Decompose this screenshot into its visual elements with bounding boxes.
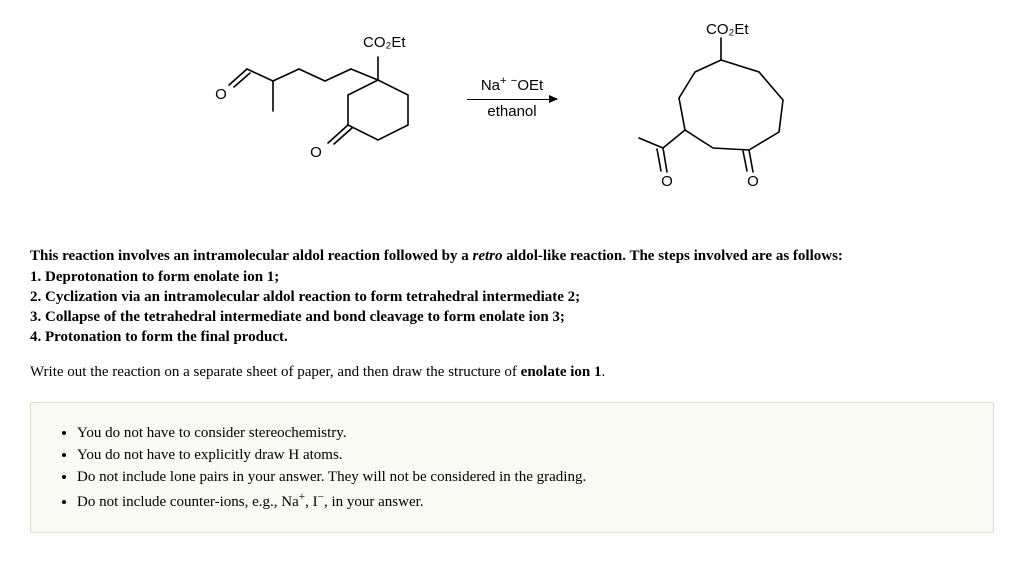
question-prompt: Write out the reaction on a separate she…	[30, 362, 994, 382]
ring-oxygen-right: O	[747, 173, 759, 190]
reaction-scheme: CO₂Et O O Na+ −OEt ethanol	[30, 20, 994, 216]
hint-item: You do not have to explicitly draw H ato…	[77, 445, 969, 465]
hint-item: You do not have to consider stereochemis…	[77, 423, 969, 443]
ring-oxygen-left: O	[310, 144, 322, 161]
reaction-arrow: Na+ −OEt ethanol	[467, 74, 557, 122]
hint-list: You do not have to consider stereochemis…	[55, 423, 969, 512]
reagent-bottom: ethanol	[487, 102, 536, 122]
hint-box: You do not have to consider stereochemis…	[30, 402, 994, 533]
pendant-oxygen-right: O	[661, 173, 673, 190]
hint-item: Do not include counter-ions, e.g., Na+, …	[77, 490, 969, 512]
product-structure: CO₂Et O O	[571, 20, 821, 216]
starting-material-structure: CO₂Et O O	[203, 25, 453, 211]
chain-oxygen-left: O	[215, 86, 227, 103]
ester-label-right: CO₂Et	[706, 21, 749, 38]
mechanism-description: This reaction involves an intramolecular…	[30, 246, 994, 347]
ester-label-left: CO₂Et	[363, 34, 406, 51]
hint-item: Do not include lone pairs in your answer…	[77, 467, 969, 487]
arrow-line	[467, 99, 557, 100]
reagent-top: Na+ −OEt	[481, 74, 543, 96]
